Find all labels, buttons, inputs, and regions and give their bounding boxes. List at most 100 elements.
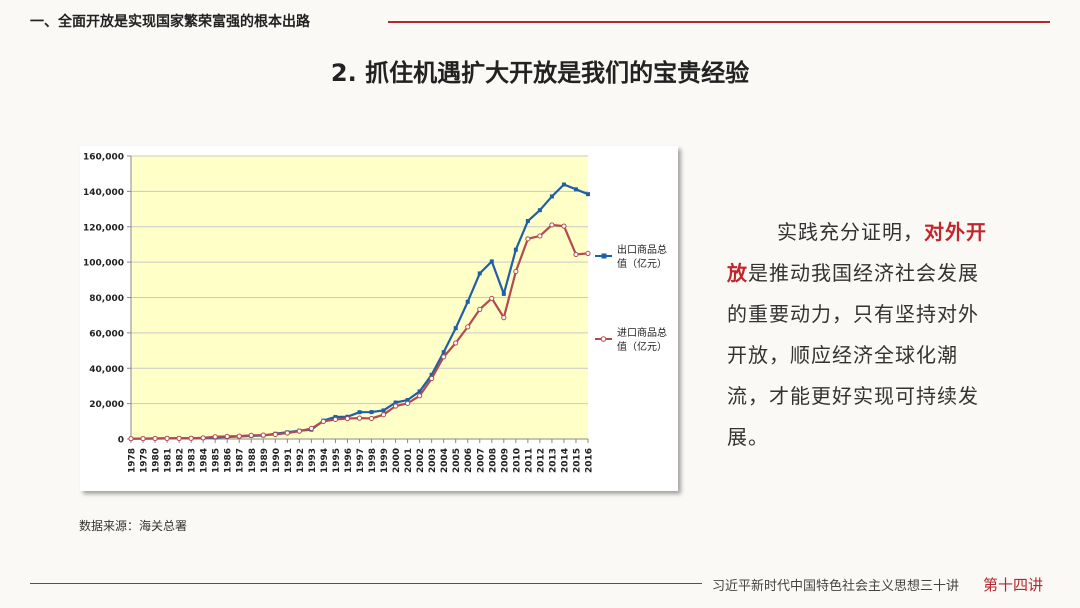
data-point-export <box>429 372 434 377</box>
data-point-export <box>586 192 590 197</box>
y-tick-label: 160,000 <box>83 153 124 163</box>
x-tick-label: 1992 <box>296 448 306 473</box>
data-point-export <box>525 219 530 224</box>
data-point-export <box>501 291 506 296</box>
data-point-export <box>381 408 386 413</box>
data-point-import <box>188 435 194 441</box>
x-tick-label: 1987 <box>236 448 246 473</box>
y-tick-label: 40,000 <box>89 365 124 375</box>
x-tick-label: 1978 <box>128 448 138 473</box>
data-point-import <box>284 430 290 436</box>
legend-marker <box>600 336 607 342</box>
body-text-part1: 实践充分证明， <box>777 220 924 244</box>
y-tick-label: 60,000 <box>89 329 124 339</box>
footer-divider <box>30 583 702 584</box>
data-point-import <box>513 268 519 275</box>
footer-lecture-number: 第十四讲 <box>983 576 1044 594</box>
x-tick-label: 2015 <box>572 448 582 473</box>
data-point-export <box>561 182 566 187</box>
x-tick-label: 2007 <box>476 448 486 473</box>
x-tick-label: 2016 <box>585 448 595 473</box>
x-tick-label: 2010 <box>512 448 522 473</box>
data-point-export <box>405 398 410 403</box>
legend-label: 值（亿元） <box>617 340 667 353</box>
y-tick-label: 120,000 <box>83 223 124 233</box>
x-tick-label: 2013 <box>548 448 558 473</box>
data-point-import <box>368 415 375 422</box>
data-point-export <box>489 259 494 264</box>
x-tick-label: 1993 <box>308 448 318 473</box>
data-point-import <box>585 250 591 257</box>
data-point-import <box>525 236 531 242</box>
data-point-import <box>272 431 278 438</box>
data-point-import <box>236 433 242 439</box>
data-point-import <box>429 375 435 382</box>
data-point-export <box>513 247 518 252</box>
x-tick-label: 1988 <box>248 448 258 473</box>
y-tick-label: 0 <box>118 436 124 446</box>
y-tick-label: 140,000 <box>83 188 124 198</box>
x-tick-label: 1986 <box>224 448 234 473</box>
data-point-import <box>164 435 170 441</box>
x-tick-label: 1998 <box>368 448 378 473</box>
data-point-export <box>417 389 422 394</box>
data-point-import <box>212 434 218 440</box>
x-tick-label: 1995 <box>332 448 342 473</box>
x-tick-label: 1980 <box>152 448 162 473</box>
x-tick-label: 1999 <box>380 448 390 473</box>
body-text-part2: 是推动我国经济社会发展的重要动力，只有坚持对外开放，顺应经济全球化潮流，才能更好… <box>727 261 979 449</box>
legend-label: 值（亿元） <box>617 257 667 270</box>
body-paragraph: 实践充分证明，对外开放是推动我国经济社会发展的重要动力，只有坚持对外开放，顺应经… <box>727 212 992 458</box>
footer-series-title: 习近平新时代中国特色社会主义思想三十讲 <box>712 579 960 594</box>
x-tick-label: 1985 <box>212 448 222 473</box>
x-tick-label: 1996 <box>344 448 354 473</box>
x-tick-label: 2001 <box>404 448 414 473</box>
data-point-import <box>417 393 423 399</box>
x-tick-label: 1997 <box>356 448 366 473</box>
data-point-import <box>332 416 339 423</box>
x-tick-label: 2009 <box>500 448 510 473</box>
x-tick-label: 2011 <box>524 448 534 473</box>
data-point-export <box>369 410 374 415</box>
x-tick-label: 2003 <box>428 448 438 473</box>
x-tick-label: 2008 <box>488 448 498 473</box>
x-tick-label: 2006 <box>464 448 474 473</box>
x-tick-label: 2012 <box>536 448 546 473</box>
y-tick-label: 100,000 <box>83 259 124 269</box>
x-tick-label: 2002 <box>416 448 426 473</box>
x-tick-label: 1984 <box>200 448 210 473</box>
legend-label: 出口商品总 <box>617 243 667 256</box>
trade-chart-svg: 0 20,000 40,000 60,000 80,000 100,000 120,000 1… <box>83 153 667 474</box>
data-point-export <box>537 208 542 213</box>
x-tick-label: 1991 <box>284 448 294 473</box>
data-point-export <box>549 194 554 199</box>
header-divider <box>388 21 1050 23</box>
x-tick-label: 1990 <box>272 448 282 473</box>
data-point-import <box>465 324 471 330</box>
data-point-import <box>176 435 182 441</box>
data-point-export <box>465 299 470 304</box>
x-tick-label: 1994 <box>320 448 330 473</box>
x-tick-label: 1979 <box>140 448 150 473</box>
data-point-import <box>356 415 363 421</box>
section-title: 一、全面开放是实现国家繁荣富强的根本出路 <box>30 14 310 30</box>
y-tick-label: 80,000 <box>89 294 124 304</box>
x-tick-label: 1981 <box>164 448 174 473</box>
data-point-import <box>561 223 567 229</box>
data-point-export <box>357 410 362 415</box>
data-point-import <box>308 425 314 432</box>
data-point-import <box>200 435 206 441</box>
data-point-import <box>453 340 459 346</box>
data-point-import <box>224 433 230 439</box>
data-point-import <box>501 315 507 321</box>
x-tick-label: 2005 <box>452 448 462 473</box>
data-point-import <box>489 295 495 301</box>
body-highlight: 对外开放 <box>727 220 987 285</box>
data-point-import <box>549 222 555 228</box>
data-point-export <box>393 400 398 405</box>
data-point-export <box>573 187 578 192</box>
data-point-import <box>573 251 579 258</box>
data-point-import <box>128 436 134 442</box>
data-point-import <box>537 233 543 239</box>
data-point-import <box>392 403 399 409</box>
